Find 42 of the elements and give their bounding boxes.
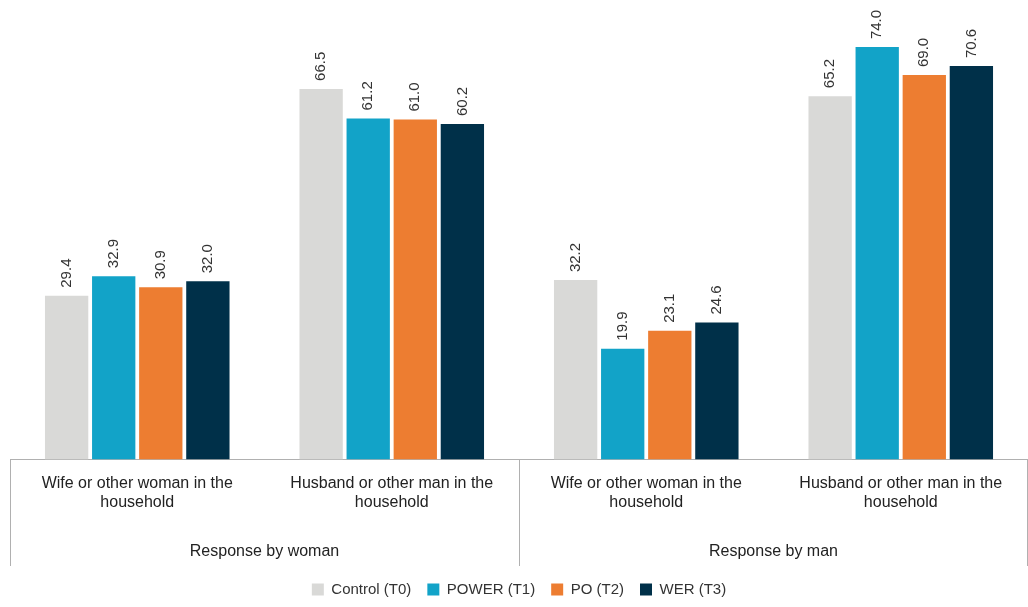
bar [553,280,598,460]
bar [393,119,437,460]
bar [648,330,692,460]
x-tick-label: Husband or other man in the household [290,473,494,510]
data-label: 61.0 [405,82,423,112]
bar [92,276,136,460]
data-label: 24.6 [707,285,725,315]
data-label: 29.4 [56,258,74,288]
x-tick-label: Wife or other woman in the household [550,473,742,510]
data-label: 66.5 [311,51,329,81]
bar [440,124,485,460]
bar [139,287,183,460]
legend-label: Control (T0) [331,579,412,597]
x-tick-label: Husband or other man in the household [799,473,1003,510]
legend-label: PO (T2) [570,579,625,597]
data-label: 32.0 [198,244,216,274]
data-label: 61.2 [358,81,376,111]
bar [855,47,899,460]
data-label: 65.2 [820,58,838,89]
data-label: 19.9 [612,311,630,341]
data-label: 70.6 [961,28,979,59]
data-label: 23.1 [659,293,677,323]
bar [808,96,852,460]
legend-label: POWER (T1) [446,579,536,597]
bar [949,66,994,460]
data-label: 32.2 [565,242,583,273]
bar [902,74,946,460]
bar [299,88,343,460]
x-tick-label: Wife or other woman in the household [41,473,233,510]
text: Response by woman [189,542,340,560]
bar [346,118,390,460]
bar [186,281,230,460]
data-label: 74.0 [867,9,885,40]
text: Response by man [709,542,838,560]
data-label: 60.2 [452,86,470,117]
bar [601,348,645,460]
data-label: 69.0 [914,37,932,67]
bar [44,295,89,460]
data-label: 32.9 [103,239,121,269]
bar [695,322,739,460]
legend-label: WER (T3) [659,579,727,597]
data-label: 30.9 [150,250,168,280]
